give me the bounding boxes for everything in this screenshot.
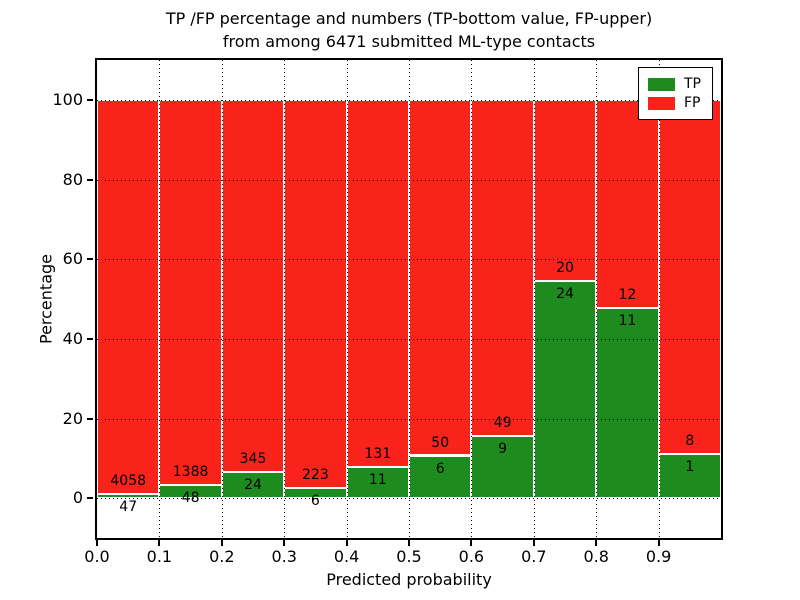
fp-count-label: 12 [618,286,637,303]
y-tick-label: 40 [62,328,83,348]
legend-item-label: FP [684,95,701,111]
fp-count-label: 50 [431,434,450,451]
tp-count-label: 6 [435,460,445,477]
x-gridline [471,60,473,538]
plot-area: TP FP 4058 47 1388 48 345 24 223 6 131 11 50 6 49 9 20 2… [95,58,723,540]
x-tick-label: 0.1 [146,547,173,566]
x-tick-label: 0.9 [645,547,672,566]
bar-tp-segment [658,453,721,499]
legend-item: FP [648,95,701,111]
fp-count-label: 223 [302,466,329,483]
fp-count-label: 49 [493,415,512,432]
tp-count-label: 48 [181,489,200,506]
bar-fp-segment [596,99,659,308]
y-tick-mark [87,258,93,261]
bar-fp-segment [159,99,222,485]
x-tick-mark [158,540,161,546]
bar-tp-segment [346,467,409,499]
bar-fp-segment [658,99,721,454]
x-axis-label: Predicted probability [326,570,492,589]
x-tick-label: 0.6 [458,547,485,566]
x-tick-mark [595,540,598,546]
x-tick-label: 0.8 [583,547,609,566]
bar-fp-segment [471,99,534,437]
y-tick-mark [87,337,93,340]
tp-count-label: 24 [556,285,574,302]
x-tick-label: 0.0 [84,547,110,566]
bar-tp-segment [596,307,659,499]
bar-tp-segment [97,493,160,499]
x-gridline [346,60,348,538]
fp-legend-swatch [648,96,675,110]
bar-fp-segment [346,99,409,468]
x-tick-mark [283,540,286,546]
fp-count-label: 345 [239,451,267,468]
y-tick-label: 60 [62,249,83,269]
chart-title-line2: from among 6471 submitted ML-type contac… [222,32,596,51]
y-tick-mark [87,417,93,420]
tp-count-label: 9 [498,441,508,458]
legend-item: TP [648,76,701,92]
y-tick-label: 20 [62,408,83,428]
tp-count-label: 6 [310,492,320,509]
x-gridline [658,60,660,538]
fp-count-label: 8 [685,432,695,449]
x-gridline [284,60,286,538]
tp-count-label: 1 [685,458,695,475]
bar-fp-segment [221,99,285,473]
x-gridline [409,60,410,538]
tp-count-label: 24 [244,477,262,494]
bar-fp-segment [533,99,597,281]
y-tick-mark [87,497,93,500]
bar-tp-segment [409,455,472,499]
fp-count-label: 20 [556,259,574,276]
x-tick-label: 0.3 [271,547,297,566]
y-tick-label: 100 [52,89,83,109]
x-tick-mark [96,540,98,546]
bar-tp-segment [533,280,597,499]
bar-fp-segment [409,99,472,456]
tp-count-label: 11 [618,312,637,329]
chart-title: TP /FP percentage and numbers (TP-bottom… [95,7,723,53]
bar-fp-segment [97,99,160,494]
bar-tp-segment [221,472,285,499]
legend: TP FP [638,67,713,120]
fp-count-label: 4058 [110,472,147,489]
chart-title-line1: TP /FP percentage and numbers (TP-bottom… [165,9,653,28]
fp-count-label: 1388 [172,463,209,480]
x-gridline [221,60,223,538]
bar-fp-segment [284,99,347,488]
legend-item-label: TP [684,76,701,92]
x-tick-mark [470,540,473,546]
tp-count-label: 47 [119,498,138,515]
x-tick-label: 0.2 [209,547,235,566]
x-tick-label: 0.5 [396,547,422,566]
x-gridline [596,60,598,538]
x-gridline [159,60,161,538]
fp-count-label: 131 [364,446,392,463]
y-tick-mark [87,178,93,181]
x-tick-label: 0.7 [521,547,547,566]
x-tick-mark [408,540,410,546]
y-tick-label: 0 [72,488,83,508]
bar-tp-segment [471,436,534,499]
x-tick-mark [657,540,660,546]
x-tick-mark [532,540,535,546]
tp-legend-swatch [648,77,675,91]
x-tick-label: 0.4 [333,547,360,566]
y-tick-label: 80 [62,169,83,189]
x-tick-mark [220,540,223,546]
tp-count-label: 11 [368,472,387,489]
x-tick-mark [345,540,348,546]
x-gridline [533,60,535,538]
y-tick-mark [87,98,93,101]
